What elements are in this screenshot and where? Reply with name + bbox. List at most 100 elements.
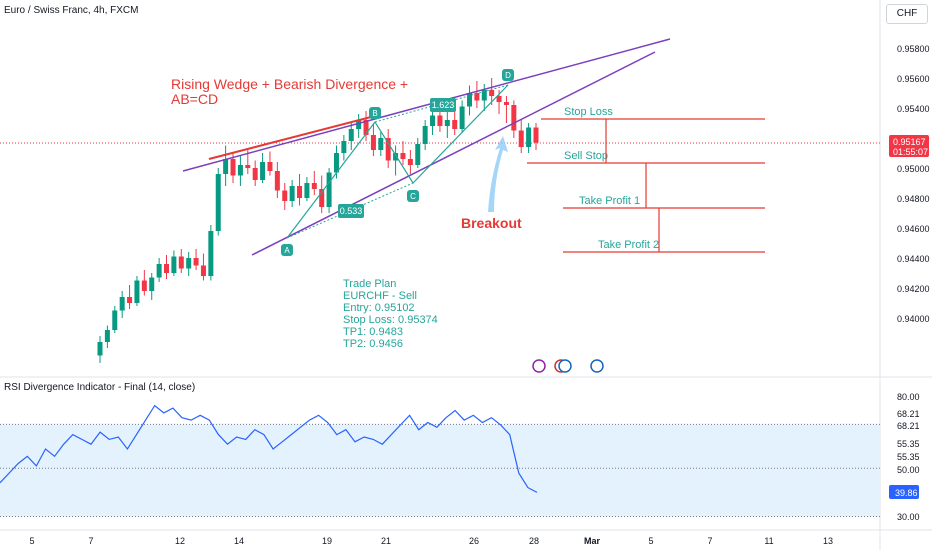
candle-body <box>437 115 443 126</box>
time-tick-label: 7 <box>707 536 712 546</box>
candle-body <box>489 90 495 96</box>
candle-body <box>370 135 376 150</box>
point-c-marker <box>407 190 419 202</box>
candle-body <box>452 120 458 129</box>
time-tick-label: 26 <box>469 536 479 546</box>
time-tick-label: 12 <box>175 536 185 546</box>
time-tick-label: 13 <box>823 536 833 546</box>
candle-body <box>474 93 480 101</box>
time-tick-label: 28 <box>529 536 539 546</box>
candle-body <box>178 256 184 269</box>
rsi-tick-label: 50.00 <box>897 465 920 475</box>
rising-red-line <box>208 116 372 160</box>
price-tick-label: 0.94800 <box>897 194 930 204</box>
candle-body <box>200 265 206 276</box>
take-profit-2-label: Take Profit 2 <box>598 239 659 251</box>
price-tick-label: 0.94400 <box>897 254 930 264</box>
rsi-tick-label: 55.35 <box>897 452 920 462</box>
candle-body <box>171 256 177 273</box>
candle-body <box>407 159 413 165</box>
candle-body <box>223 159 229 174</box>
trade-plan-line: Entry: 0.95102 <box>343 302 415 314</box>
rsi-current-value: 39.86 <box>895 488 918 498</box>
candle-body <box>511 105 517 131</box>
candle-body <box>333 153 339 173</box>
point-b-marker <box>369 107 381 119</box>
candle-body <box>156 264 162 278</box>
candle-body <box>97 342 103 356</box>
rsi-tick-label: 68.21 <box>897 409 920 419</box>
candle-body <box>282 190 288 201</box>
trade-plan-line: TP2: 0.9456 <box>343 338 403 350</box>
rsi-title[interactable]: RSI Divergence Indicator - Final (14, cl… <box>4 382 196 393</box>
rsi-tick-label: 55.35 <box>897 439 920 449</box>
currency-button[interactable]: CHF <box>886 4 928 24</box>
rsi-line <box>0 404 538 493</box>
candle-body <box>260 162 266 180</box>
pattern-title-line2: AB=CD <box>171 91 218 107</box>
candle-body <box>496 96 502 102</box>
point-d-marker <box>502 69 514 81</box>
candle-body <box>363 120 369 135</box>
symbol-title[interactable]: Euro / Swiss Franc, 4h, FXCM <box>4 5 139 16</box>
candle-body <box>319 189 325 207</box>
rsi-tick-label: 30.00 <box>897 512 920 522</box>
candle-body <box>186 258 192 269</box>
candle-body <box>393 153 399 161</box>
candle-body <box>141 280 147 291</box>
time-tick-label: 11 <box>764 536 773 546</box>
trade-plan-line: EURCHF - Sell <box>343 290 417 302</box>
abcd-pattern <box>286 84 509 239</box>
price-tick-label: 0.95600 <box>897 74 930 84</box>
time-tick-label: 14 <box>234 536 244 546</box>
time-tick-label: 5 <box>29 536 34 546</box>
breakout-label: Breakout <box>461 215 522 231</box>
ratio-ab: 0.533 <box>340 206 363 216</box>
candle-body <box>127 297 133 303</box>
candle-body <box>215 174 221 231</box>
ratio-cd-box <box>430 98 456 112</box>
candle-body <box>193 258 199 266</box>
rsi-tick-label: 68.21 <box>897 421 920 431</box>
pattern-title-line1: Rising Wedge + Bearish Divergence + <box>171 76 408 92</box>
candle-body <box>297 186 303 198</box>
candle-body <box>237 165 243 176</box>
candle-body <box>149 277 155 291</box>
point-c-label: C <box>410 192 416 201</box>
candle-body <box>378 138 384 150</box>
candle-body <box>341 141 347 153</box>
rsi-current-badge <box>889 485 919 499</box>
candle-body <box>526 127 532 147</box>
point-a-marker <box>281 244 293 256</box>
rsi-tick-label: 80.00 <box>897 392 920 402</box>
trade-plan-line: Trade Plan <box>343 278 396 290</box>
event-icon <box>590 359 604 373</box>
candle-body <box>422 126 428 144</box>
breakout-arrow <box>488 136 508 212</box>
time-tick-label: 5 <box>648 536 653 546</box>
time-tick-label: 7 <box>88 536 93 546</box>
candle-body <box>385 138 391 161</box>
candle-body <box>274 171 280 191</box>
point-b-label: B <box>372 109 377 118</box>
candle-body <box>348 129 354 141</box>
point-a-label: A <box>284 246 290 255</box>
time-tick-label: Mar <box>584 536 601 546</box>
price-badge-value: 0.95167 <box>893 137 926 147</box>
ratio-cd: 1.623 <box>432 100 455 110</box>
candle-body <box>267 162 273 171</box>
candle-body <box>481 90 487 101</box>
candle-body <box>134 280 140 303</box>
candle-body <box>304 183 310 198</box>
price-badge <box>889 134 929 157</box>
candle-body <box>311 183 317 189</box>
price-tick-label: 0.95400 <box>897 104 930 114</box>
time-tick-label: 19 <box>322 536 332 546</box>
candle-body <box>444 120 450 126</box>
candle-body <box>164 264 170 273</box>
ratio-ab-box <box>338 204 364 218</box>
candle-body <box>356 120 362 129</box>
trade-plan-line: TP1: 0.9483 <box>343 326 403 338</box>
candle-body <box>466 93 472 107</box>
